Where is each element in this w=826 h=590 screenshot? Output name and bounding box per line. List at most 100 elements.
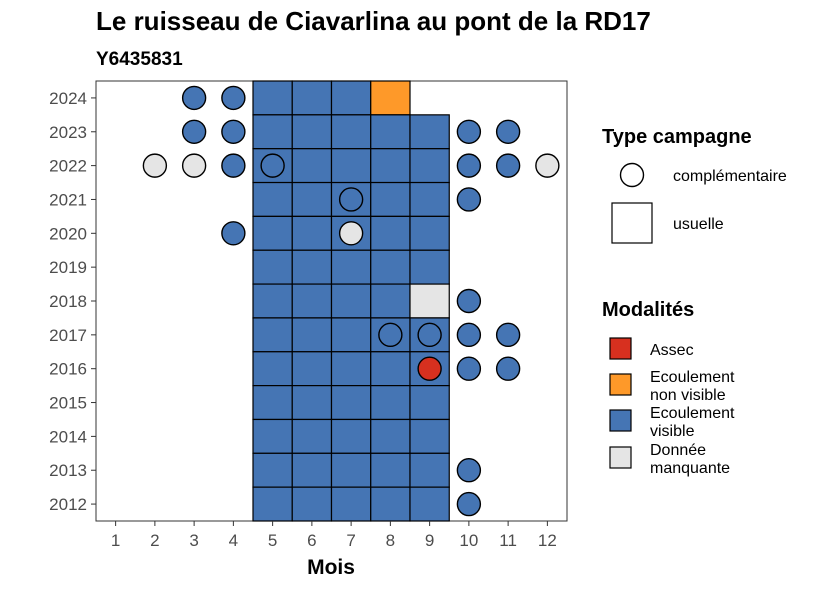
- y-tick-label-2018: 2018: [49, 292, 87, 311]
- complementaire-point-2022-12: [535, 153, 560, 178]
- usuelle-cell-2014-8: [370, 418, 411, 454]
- complementaire-point-2020-7: [338, 221, 364, 246]
- legend-modalite-label-0-0: Assec: [650, 342, 694, 359]
- x-tick-label-3: 3: [189, 531, 198, 550]
- complementaire-point-2016-9: [417, 356, 442, 381]
- legend-modalite-key-1: [609, 373, 632, 396]
- usuelle-cell-2016-6: [291, 351, 333, 387]
- usuelle-cell-2015-5: [252, 385, 293, 421]
- x-axis-title: Mois: [307, 556, 355, 579]
- usuelle-cell-2020-8: [370, 215, 411, 251]
- usuelle-cell-2024-5: [252, 80, 293, 116]
- x-tick-label-4: 4: [229, 531, 238, 550]
- usuelle-cell-2014-9: [409, 418, 450, 454]
- complementaire-point-2022-10: [456, 153, 482, 178]
- complementaire-point-2016-10: [456, 356, 482, 381]
- complementaire-point-2017-11: [495, 322, 521, 348]
- y-tick-label-2017: 2017: [49, 326, 87, 345]
- complementaire-point-2013-10: [456, 458, 482, 483]
- legend-modalite-label-3-1: manquante: [650, 460, 730, 477]
- y-tick-label-2012: 2012: [49, 495, 87, 514]
- complementaire-point-2024-3: [181, 85, 207, 111]
- usuelle-cell-2012-7: [330, 486, 372, 522]
- y-tick-label-2023: 2023: [49, 123, 87, 142]
- usuelle-cell-2012-8: [370, 486, 411, 522]
- usuelle-cell-2017-7: [330, 317, 372, 353]
- y-tick-label-2013: 2013: [49, 461, 87, 480]
- usuelle-cell-2024-6: [291, 80, 333, 116]
- legend-modalite-label-1-0: Ecoulement: [650, 369, 735, 386]
- complementaire-point-2022-11: [495, 153, 521, 178]
- usuelle-cell-2022-9: [409, 148, 450, 184]
- complementaire-points: [142, 85, 560, 517]
- legend-modalite-key-0: [609, 337, 632, 360]
- usuelle-cell-2015-7: [330, 385, 372, 421]
- x-tick-label-10: 10: [459, 531, 478, 550]
- complementaire-point-2022-5: [260, 153, 285, 178]
- usuelle-cell-2022-8: [370, 148, 411, 184]
- usuelle-cell-2013-8: [370, 452, 411, 488]
- complementaire-point-2022-4: [221, 153, 246, 178]
- complementaire-point-2017-8: [378, 322, 403, 348]
- complementaire-point-2024-4: [221, 85, 246, 111]
- y-axis: 2012 2013 2014 2015 2016 2017 2018 2019 2020 2021…: [49, 89, 96, 514]
- usuelle-cell-2014-5: [252, 418, 293, 454]
- x-tick-label-1: 1: [111, 531, 120, 550]
- y-tick-label-2022: 2022: [49, 157, 87, 176]
- legend-modalites-title: Modalités: [602, 299, 694, 321]
- usuelle-cell-2021-8: [370, 181, 411, 217]
- usuelle-cell-2022-6: [291, 148, 333, 184]
- legend-type-label-1: usuelle: [673, 216, 724, 233]
- complementaire-point-2023-10: [456, 119, 482, 144]
- legend-type-label-0: complémentaire: [673, 168, 787, 185]
- usuelle-cell-2012-5: [252, 486, 293, 522]
- y-tick-label-2021: 2021: [49, 190, 87, 209]
- usuelle-cell-2022-7: [330, 148, 372, 184]
- usuelle-cell-2018-6: [291, 283, 333, 319]
- x-tick-label-2: 2: [150, 531, 159, 550]
- complementaire-point-2021-7: [338, 187, 364, 212]
- usuelle-cell-2018-8: [370, 283, 411, 319]
- usuelle-cell-2023-6: [291, 114, 333, 150]
- legend-modalite-key-2: [609, 409, 632, 432]
- usuelle-cell-2020-6: [291, 215, 333, 251]
- legend-modalite-key-3: [609, 446, 632, 469]
- usuelle-cell-2020-5: [252, 215, 293, 251]
- usuelle-cell-2018-7: [330, 283, 372, 319]
- legend-modalite-label-1-1: non visible: [650, 387, 726, 404]
- usuelle-cell-2019-9: [409, 249, 450, 285]
- usuelle-cell-2016-8: [370, 351, 411, 387]
- usuelle-cell-2018-5: [252, 283, 293, 319]
- complementaire-point-2012-10: [456, 491, 482, 517]
- y-tick-label-2020: 2020: [49, 224, 87, 243]
- x-axis: 1 2 3 4 5 6 7 8 9 10 11 12: [111, 521, 557, 550]
- usuelle-cell-2014-7: [330, 418, 372, 454]
- usuelle-cell-2024-8: [370, 80, 411, 116]
- usuelle-cell-2015-9: [409, 385, 450, 421]
- x-tick-label-8: 8: [386, 531, 395, 550]
- usuelle-cell-2013-9: [409, 452, 450, 488]
- usuelle-cell-2012-6: [291, 486, 333, 522]
- usuelle-cell-2017-5: [252, 317, 293, 353]
- complementaire-point-2017-10: [456, 322, 482, 348]
- complementaire-point-2023-4: [221, 119, 246, 144]
- chart-subtitle: Y6435831: [96, 49, 183, 70]
- usuelle-cell-2023-7: [330, 114, 372, 150]
- usuelle-cell-2016-5: [252, 351, 293, 387]
- usuelle-cell-2015-6: [291, 385, 333, 421]
- chart-title: Le ruisseau de Ciavarlina au pont de la …: [96, 6, 651, 36]
- usuelle-cell-2023-5: [252, 114, 293, 150]
- usuelle-cell-2013-7: [330, 452, 372, 488]
- y-tick-label-2019: 2019: [49, 258, 87, 277]
- legend-type-key-0: [619, 162, 645, 188]
- legend-modalite-label-3-0: Donnée: [650, 442, 706, 459]
- usuelle-cells: [252, 80, 450, 522]
- y-tick-label-2024: 2024: [49, 89, 87, 108]
- usuelle-cell-2016-7: [330, 351, 372, 387]
- complementaire-point-2021-10: [456, 187, 482, 212]
- usuelle-cell-2013-5: [252, 452, 293, 488]
- usuelle-cell-2021-9: [409, 181, 450, 217]
- complementaire-point-2023-11: [495, 119, 521, 144]
- usuelle-cell-2020-9: [409, 215, 450, 251]
